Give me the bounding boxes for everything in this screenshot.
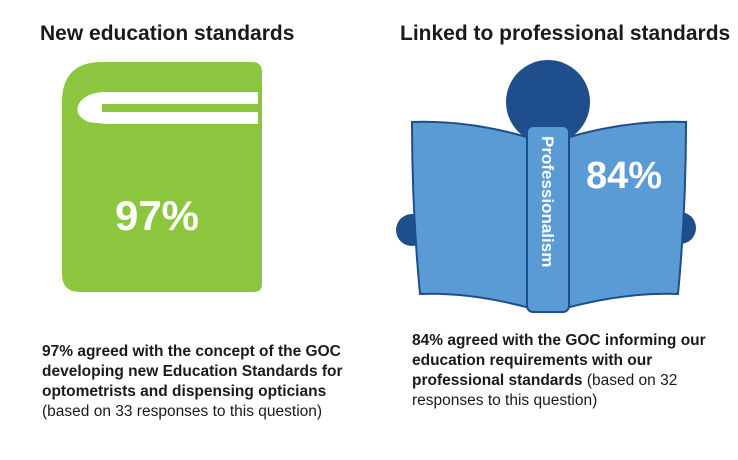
caption-left-note: (based on 33 responses to this question) [42, 403, 323, 420]
reader-head [506, 60, 590, 144]
caption-right-bold: 84% agreed with the GOC informing our ed… [412, 332, 706, 389]
book-spine [526, 125, 570, 313]
spine-label: Professionalism [538, 136, 557, 267]
reader-with-book-icon: Professionalism 84% [396, 60, 696, 313]
heading-linked-to-professional-standards: Linked to professional standards [400, 22, 731, 45]
left-page [410, 120, 531, 310]
green-book-icon: 97% [62, 62, 262, 292]
caption-left-bold: 97% agreed with the concept of the GOC d… [42, 343, 343, 400]
caption-left: 97% agreed with the concept of the GOC d… [42, 342, 372, 422]
percent-84: 84% [586, 155, 662, 197]
percent-97: 97% [115, 192, 199, 239]
right-page [565, 120, 688, 310]
caption-right-note: (based on 32 responses to this question) [412, 372, 678, 409]
heading-new-education-standards: New education standards [40, 22, 295, 45]
caption-right: 84% agreed with the GOC informing our ed… [412, 331, 722, 411]
book-page-line [102, 104, 260, 112]
